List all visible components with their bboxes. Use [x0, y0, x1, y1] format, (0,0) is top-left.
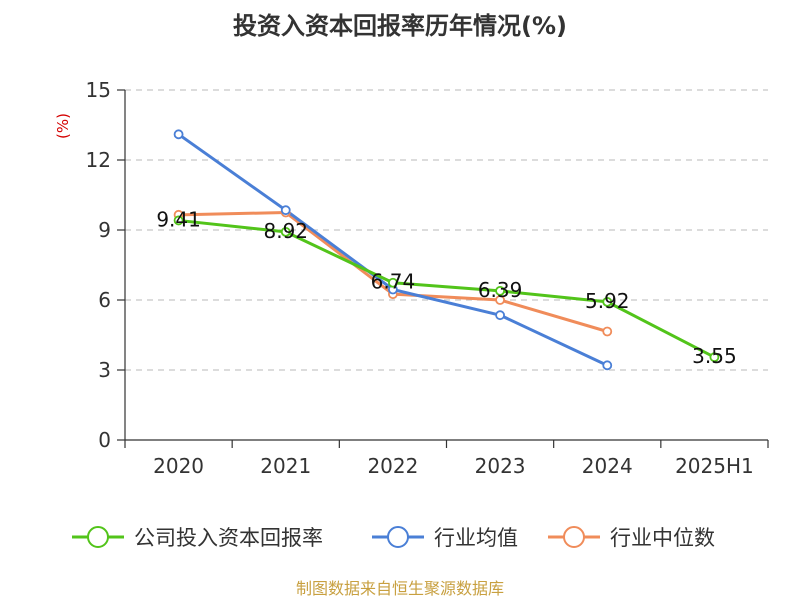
source-note: 制图数据来自恒生聚源数据库 — [296, 579, 504, 598]
y-tick-label: 0 — [98, 428, 111, 452]
y-tick-label: 3 — [98, 358, 111, 382]
x-tick-label: 2022 — [367, 454, 418, 478]
data-point — [602, 296, 613, 307]
legend-label: 行业均值 — [434, 526, 518, 550]
legend-swatch-marker — [87, 526, 109, 548]
data-label: 5.92 — [585, 289, 630, 313]
legend: 公司投入资本回报率 行业均值 行业中位数 — [72, 526, 715, 550]
y-tick-label: 12 — [86, 148, 111, 172]
y-tick-label: 9 — [98, 218, 111, 242]
legend-swatch-marker — [563, 526, 585, 548]
legend-label: 公司投入资本回报率 — [134, 526, 323, 550]
legend-swatch-marker — [387, 526, 409, 548]
data-label: 8.92 — [263, 219, 308, 243]
x-tick-label: 2024 — [582, 454, 633, 478]
series-line — [178, 218, 716, 359]
data-point — [173, 215, 184, 226]
y-tick-label: 6 — [98, 288, 111, 312]
data-point — [495, 310, 505, 321]
axes — [117, 89, 769, 448]
x-tick-label: 2020 — [153, 454, 204, 478]
data-point — [388, 277, 398, 288]
data-point — [602, 360, 613, 371]
y-tick-labels: 0 3 6 9 12 15 — [86, 78, 111, 452]
x-tick-label: 2023 — [475, 454, 526, 478]
x-tick-label: 2021 — [260, 454, 311, 478]
legend-label: 行业中位数 — [610, 526, 715, 550]
x-tick-labels: 2020 2021 2022 2023 2024 2025H1 — [153, 454, 754, 478]
data-label: 3.55 — [692, 344, 737, 368]
data-point — [495, 285, 505, 296]
data-point — [495, 295, 505, 305]
data-point — [602, 326, 613, 337]
y-tick-label: 15 — [86, 78, 111, 102]
grid-lines — [125, 89, 768, 371]
chart-title: 投资入资本回报率历年情况(%) — [233, 12, 567, 40]
series-points — [173, 129, 720, 371]
data-point — [173, 129, 184, 140]
data-label: 9.41 — [156, 207, 201, 231]
data-point — [280, 226, 291, 237]
data-label: 6.39 — [478, 278, 523, 302]
y-axis-unit: (%) — [54, 113, 72, 139]
data-point — [709, 352, 720, 363]
series-line — [177, 133, 608, 367]
data-label: 6.74 — [371, 270, 416, 294]
data-point — [280, 205, 291, 216]
data-labels: 9.41 8.92 6.74 6.39 5.92 3.55 — [156, 207, 736, 368]
series-lines — [177, 133, 716, 367]
x-tick-label: 2025H1 — [675, 454, 754, 478]
